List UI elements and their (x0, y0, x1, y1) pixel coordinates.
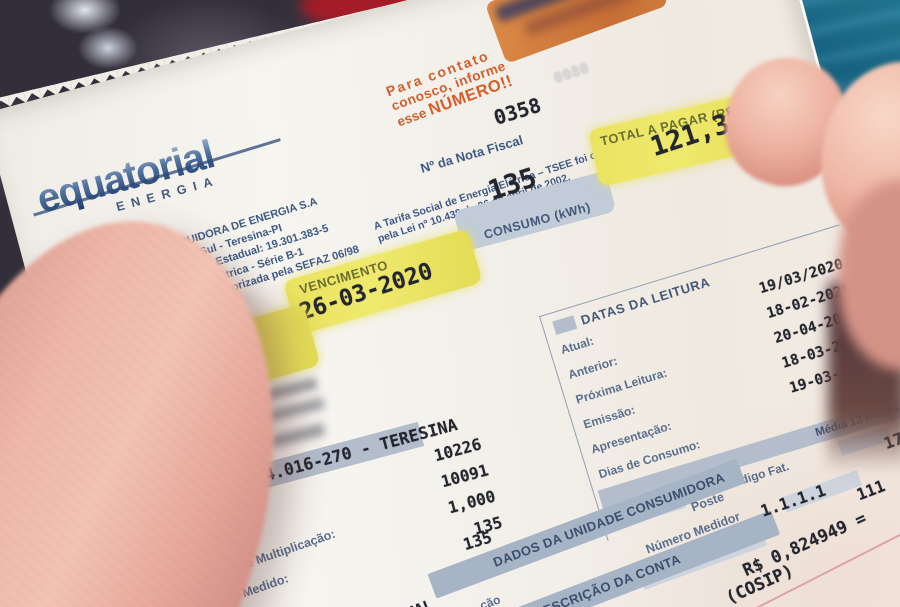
date-label: Atual: (558, 333, 596, 358)
classificacao-label-fragment: ção (478, 592, 503, 607)
